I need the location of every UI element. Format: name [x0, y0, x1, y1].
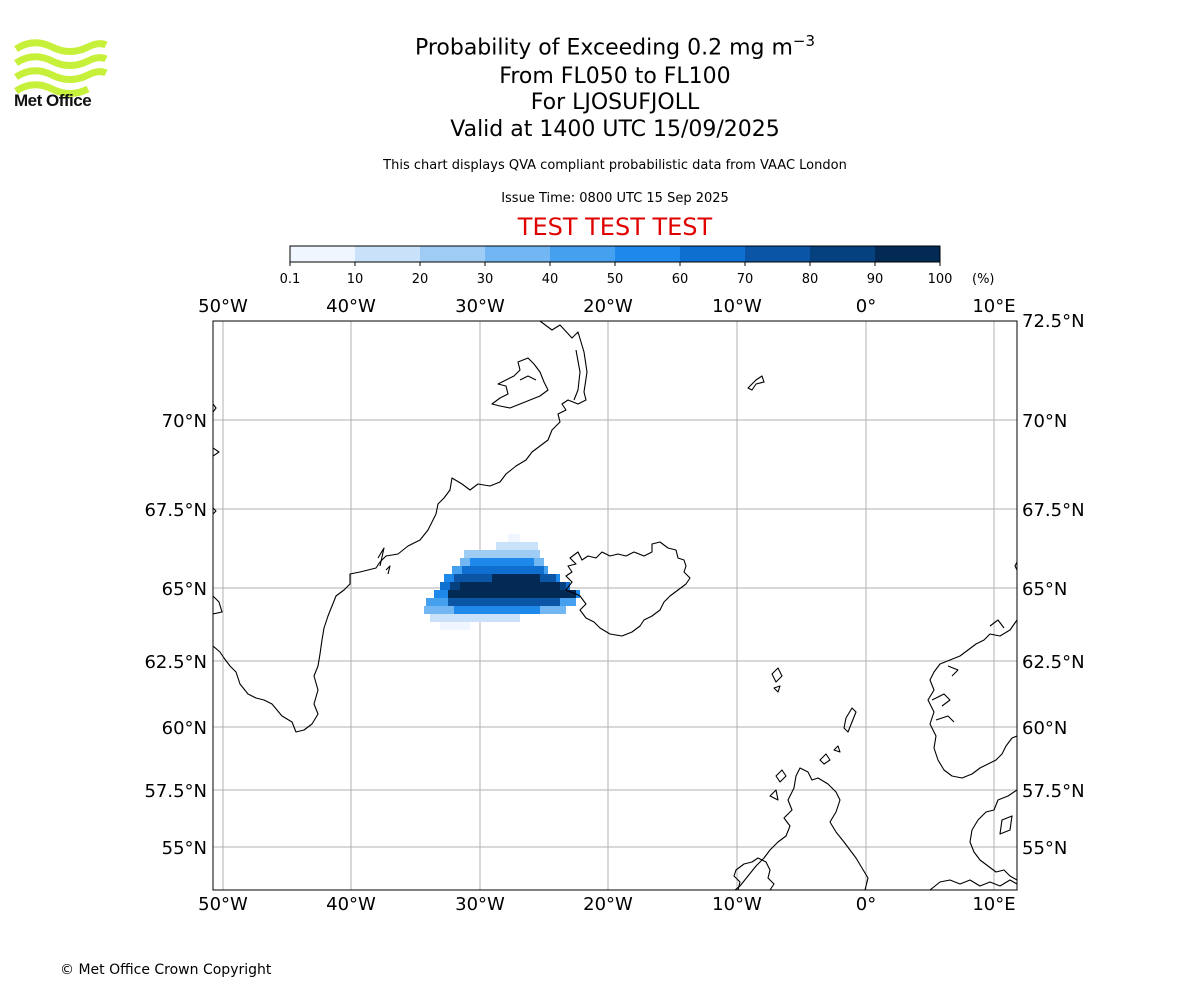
- bottom-lon-label: 10°E: [972, 894, 1015, 915]
- top-lon-label: 40°W: [326, 296, 376, 317]
- top-lon-label: 0°: [856, 296, 876, 317]
- test-banner: TEST TEST TEST: [517, 213, 713, 241]
- plume-outer-band: [440, 622, 470, 630]
- bottom-lon-label: 10°W: [712, 894, 762, 915]
- great-britain-coastline: [734, 767, 1017, 890]
- plume-outer-band: [508, 534, 520, 542]
- issue-time: Issue Time: 0800 UTC 15 Sep 2025: [501, 191, 729, 206]
- right-lat-label: 55°N: [1022, 838, 1067, 859]
- scoresby-sund: [491, 357, 549, 409]
- top-lon-label: 50°W: [198, 296, 248, 317]
- plume-max-band: [470, 590, 574, 598]
- top-lon-label: 10°E: [972, 296, 1015, 317]
- top-lon-label: 30°W: [455, 296, 505, 317]
- plume-outer-band: [430, 614, 520, 622]
- left-lat-label: 60°N: [162, 718, 207, 739]
- description-text: This chart displays QVA compliant probab…: [383, 158, 847, 173]
- greenland-coastline: [213, 321, 588, 733]
- denmark-coastline: [969, 789, 1017, 881]
- left-lat-label: 62.5°N: [144, 652, 207, 673]
- right-lat-label: 70°N: [1022, 411, 1067, 432]
- plume-outer-band: [464, 550, 540, 558]
- right-lat-label: 62.5°N: [1022, 652, 1085, 673]
- left-lat-label: 70°N: [162, 411, 207, 432]
- plume-outer-band: [496, 542, 538, 550]
- plume-core-band: [470, 558, 534, 566]
- top-lon-label: 20°W: [583, 296, 633, 317]
- left-lat-label: 57.5°N: [144, 781, 207, 802]
- right-lat-label-top: 72.5°N: [1022, 311, 1085, 332]
- top-lon-label: 10°W: [712, 296, 762, 317]
- bottom-lon-label: 40°W: [326, 894, 376, 915]
- ireland-coastline: [733, 857, 775, 890]
- met-office-logo-text: Met Office: [14, 91, 92, 110]
- plume-max-band: [460, 582, 560, 590]
- valid-time: Valid at 1400 UTC 15/09/2025: [450, 117, 780, 142]
- right-lat-label: 57.5°N: [1022, 781, 1085, 802]
- right-lat-label: 67.5°N: [1022, 500, 1085, 521]
- norway-coastline: [927, 619, 1017, 779]
- plume-max-band: [492, 574, 540, 582]
- location-line: For LJOSUFJOLL: [530, 90, 700, 115]
- title-superscript: −3: [792, 32, 816, 50]
- left-lat-label: 65°N: [162, 579, 207, 600]
- shetland: [843, 707, 857, 733]
- copyright: © Met Office Crown Copyright: [60, 962, 272, 978]
- jan-mayen: [747, 375, 765, 391]
- flight-levels: From FL050 to FL100: [499, 64, 731, 89]
- met-office-logo: [14, 39, 108, 97]
- bottom-lon-label: 50°W: [198, 894, 248, 915]
- chart-title: Probability of Exceeding 0.2 mg m−3: [414, 32, 816, 61]
- bottom-lon-label: 0°: [856, 894, 876, 915]
- right-lat-label: 65°N: [1022, 579, 1067, 600]
- iceland-coastline: [565, 541, 691, 637]
- left-lat-label: 67.5°N: [144, 500, 207, 521]
- right-lat-label: 60°N: [1022, 718, 1067, 739]
- left-lat-label: 55°N: [162, 838, 207, 859]
- plume-core-band: [462, 566, 544, 574]
- plume-core-band: [454, 606, 540, 614]
- bottom-lon-label: 30°W: [455, 894, 505, 915]
- faroe-islands: [771, 667, 783, 693]
- bottom-lon-label: 20°W: [583, 894, 633, 915]
- plume-core-band: [448, 598, 560, 606]
